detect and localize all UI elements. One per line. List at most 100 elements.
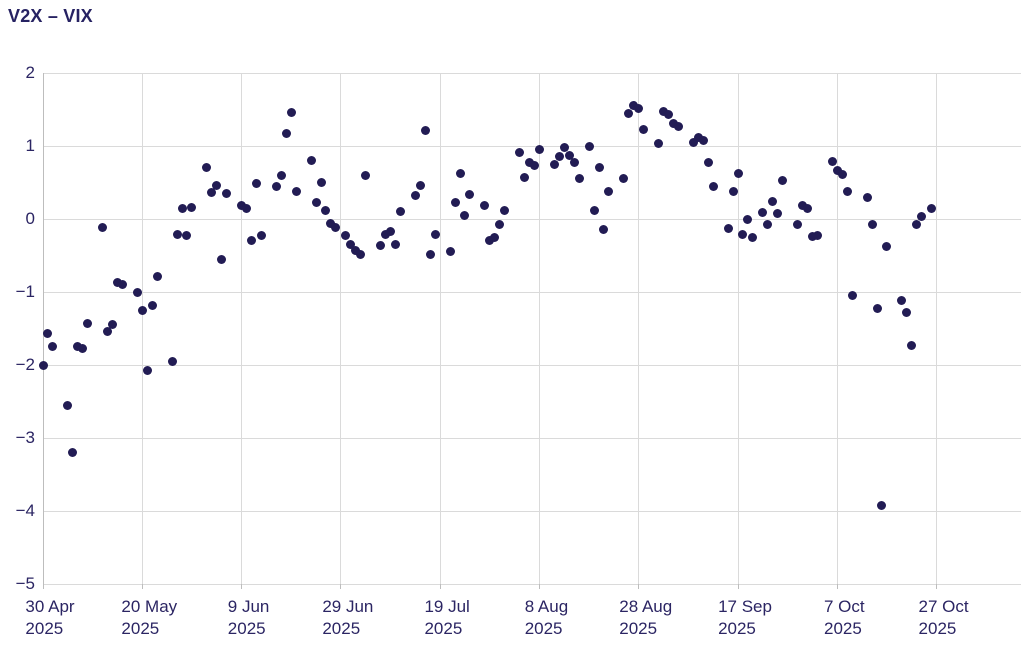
- scatter-point: [867, 219, 877, 229]
- scatter-point: [98, 223, 108, 233]
- scatter-point: [842, 186, 852, 196]
- scatter-point: [137, 306, 147, 316]
- scatter-point: [78, 343, 88, 353]
- scatter-point: [559, 142, 569, 152]
- scatter-point: [525, 157, 535, 167]
- y-axis-line: [42, 73, 44, 589]
- scatter-point: [664, 110, 674, 120]
- scatter-point: [837, 169, 847, 179]
- v-gridline: [638, 73, 640, 584]
- scatter-point: [599, 224, 609, 234]
- scatter-point: [361, 170, 371, 180]
- y-axis-tick-label: −1: [15, 282, 35, 301]
- scatter-point: [743, 214, 753, 224]
- x-axis-tick-mark: [836, 584, 838, 589]
- x-axis-tick-mark: [141, 584, 143, 589]
- scatter-point: [450, 197, 460, 207]
- v-gridline: [439, 73, 441, 584]
- scatter-point: [728, 187, 738, 197]
- scatter-point: [247, 236, 256, 246]
- chart-title: V2X – VIX: [8, 6, 93, 26]
- scatter-point: [768, 196, 778, 206]
- scatter-point: [103, 326, 113, 336]
- y-axis-tick-label: 2: [25, 63, 35, 82]
- scatter-point: [534, 145, 544, 155]
- x-axis-tick-label: 9 Jun 2025: [227, 597, 270, 638]
- scatter-point: [346, 240, 356, 250]
- x-axis-tick-label: 27 Oct 2025: [918, 597, 969, 638]
- x-axis-tick-mark: [638, 584, 640, 589]
- scatter-point: [132, 288, 142, 298]
- scatter-point: [286, 107, 296, 117]
- scatter-point: [177, 203, 187, 213]
- x-axis-tick-label: 19 Jul 2025: [424, 597, 470, 638]
- scatter-point: [43, 329, 53, 339]
- h-gridline: [43, 583, 1021, 585]
- scatter-point: [167, 356, 177, 366]
- h-gridline: [43, 72, 1021, 74]
- v-gridline: [737, 73, 739, 584]
- scatter-point: [112, 278, 122, 287]
- scatter-point: [549, 159, 559, 169]
- scatter-point: [276, 170, 286, 180]
- scatter-point: [847, 291, 857, 301]
- scatter-point: [237, 201, 247, 211]
- h-gridline: [43, 145, 1021, 147]
- scatter-point: [907, 340, 917, 350]
- scatter-point: [212, 180, 222, 190]
- scatter-point: [862, 193, 872, 203]
- scatter-point: [395, 207, 405, 217]
- scatter-point: [733, 168, 743, 178]
- scatter-point: [708, 181, 718, 191]
- scatter-point: [381, 229, 391, 239]
- scatter-point: [574, 174, 584, 184]
- x-axis-tick-label: 17 Sep 2025: [718, 597, 772, 638]
- scatter-point: [485, 235, 495, 245]
- scatter-point: [386, 226, 395, 236]
- scatter-point: [673, 121, 683, 131]
- scatter-point: [639, 125, 649, 135]
- scatter-point: [311, 198, 321, 208]
- scatter-point: [927, 204, 937, 214]
- x-axis-tick-label: 7 Oct 2025: [824, 597, 865, 638]
- scatter-point: [917, 212, 927, 222]
- scatter-point: [316, 178, 326, 187]
- scatter-point: [410, 191, 420, 201]
- scatter-point: [693, 133, 703, 143]
- scatter-point: [902, 307, 912, 317]
- scatter-point: [773, 208, 783, 218]
- scatter-point: [425, 250, 435, 260]
- x-axis-tick-mark: [936, 584, 938, 589]
- x-axis-tick-mark: [439, 584, 441, 589]
- x-axis-tick-label: 8 Aug 2025: [524, 597, 569, 638]
- x-axis-tick-label: 28 Aug 2025: [619, 597, 673, 638]
- scatter-point: [748, 232, 758, 242]
- scatter-point: [222, 188, 232, 198]
- scatter-point: [698, 135, 708, 145]
- scatter-point: [291, 186, 301, 196]
- scatter-point: [529, 161, 539, 171]
- scatter-point: [202, 163, 212, 173]
- scatter-point: [430, 229, 440, 239]
- y-axis-tick-label: −3: [15, 428, 35, 447]
- h-gridline: [43, 364, 1021, 366]
- scatter-point: [723, 223, 733, 233]
- h-gridline: [43, 218, 1021, 220]
- scatter-point: [882, 241, 892, 251]
- scatter-point: [584, 141, 594, 151]
- scatter-point: [390, 240, 400, 250]
- scatter-point: [281, 129, 291, 139]
- scatter-point: [897, 295, 907, 305]
- scatter-point: [256, 231, 266, 241]
- scatter-point: [668, 118, 678, 128]
- scatter-point: [351, 245, 361, 255]
- scatter-point: [912, 219, 922, 229]
- scatter-point: [634, 103, 644, 113]
- scatter-point: [142, 365, 152, 375]
- scatter-point: [594, 163, 604, 173]
- x-axis-tick-label: 30 Apr 2025: [25, 597, 75, 638]
- y-axis-tick-label: −5: [15, 574, 35, 593]
- scatter-point: [738, 229, 748, 239]
- scatter-point: [564, 150, 574, 160]
- scatter-point: [803, 203, 813, 213]
